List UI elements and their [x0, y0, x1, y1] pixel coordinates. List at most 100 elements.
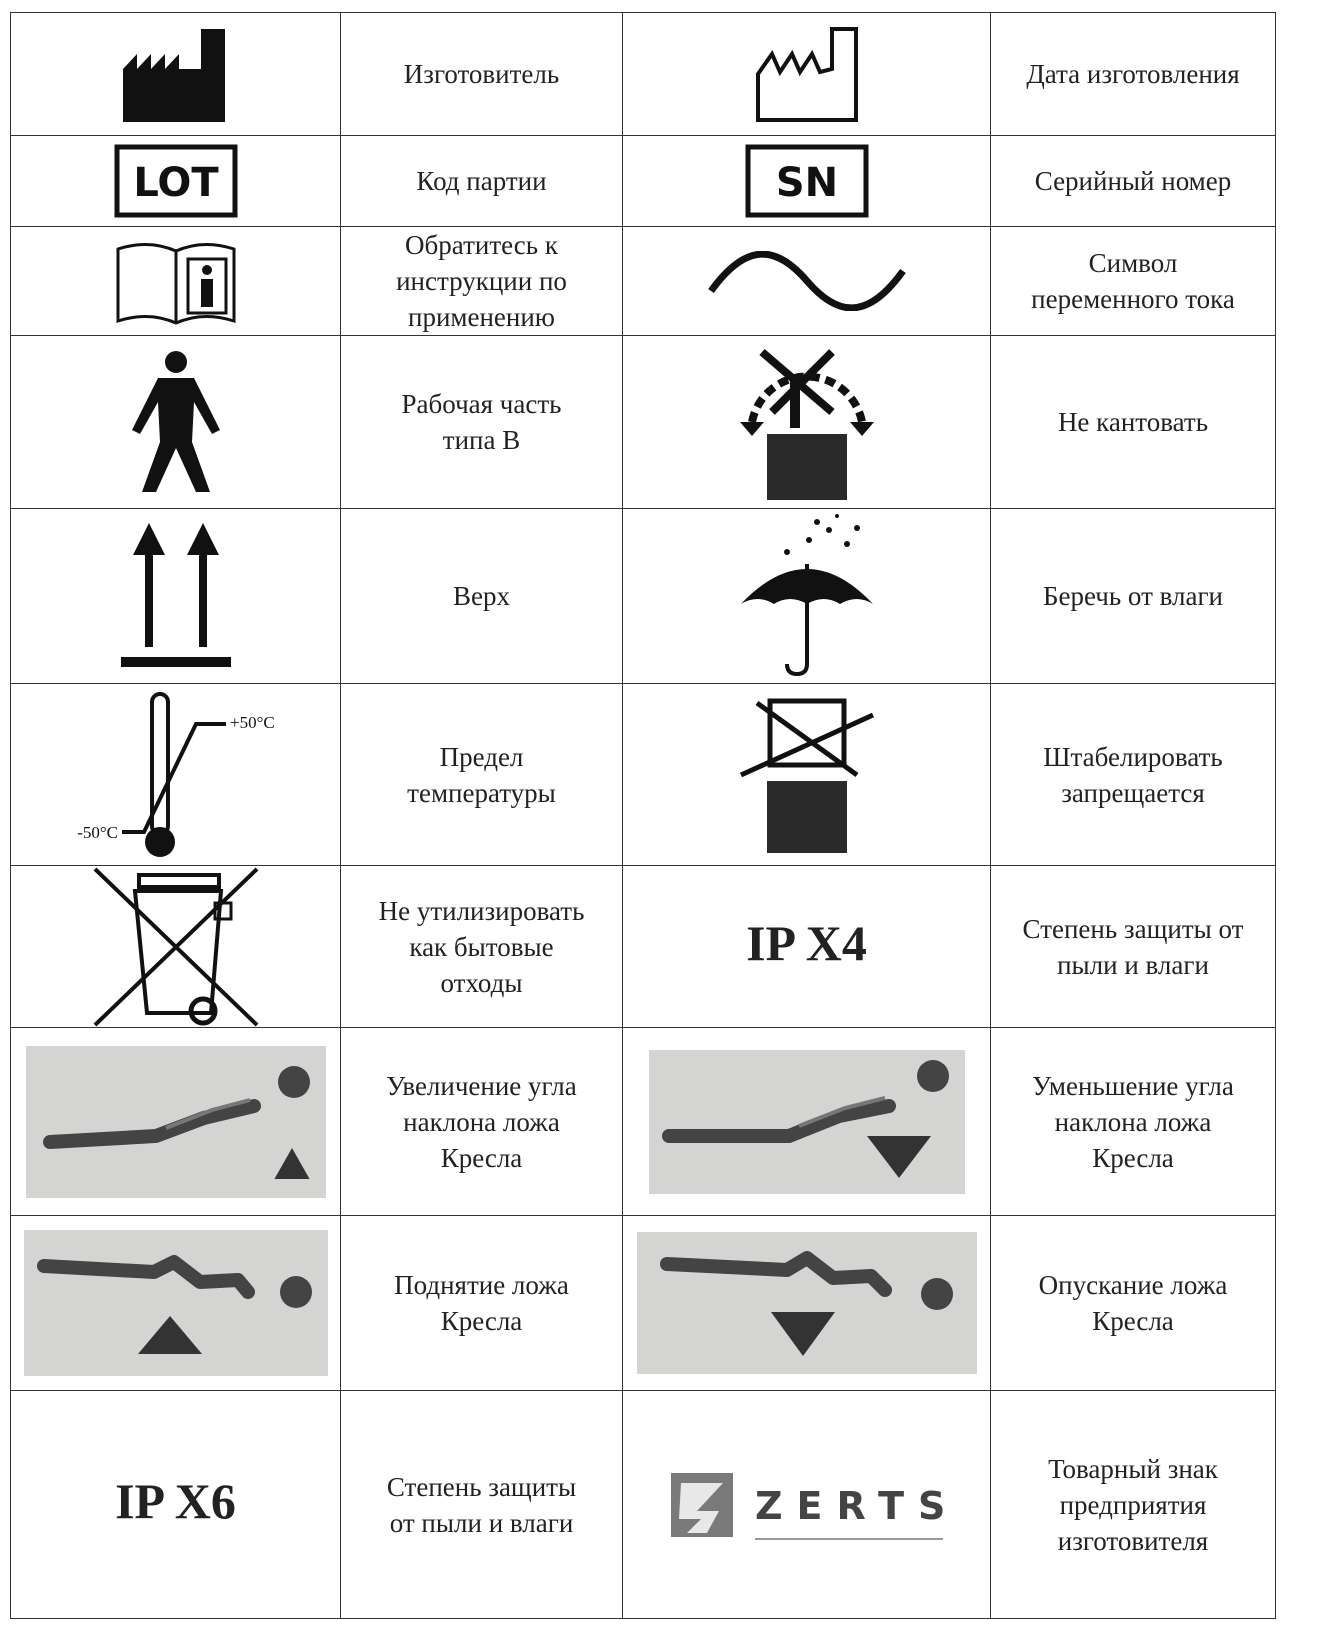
icon-shape: [164, 350, 187, 373]
icon-shape: [866, 1135, 931, 1178]
ip-x4-text: IP X4: [746, 914, 867, 971]
icon-shape: [916, 1059, 949, 1092]
label-line: применению: [408, 302, 555, 332]
label-line: отходы: [440, 967, 523, 998]
icon-cell: [10, 865, 341, 1028]
icon-shape: [784, 563, 809, 676]
lot-icon: LOT: [114, 144, 237, 218]
row: Обратитесь к инструкции по применению Симв…: [10, 226, 1276, 336]
label-cell: Увеличение угла наклона ложа Кресла: [340, 1027, 623, 1216]
label-cell: Уменьшение угла наклона ложа Кресла: [990, 1027, 1276, 1216]
icon-cell: [622, 335, 991, 509]
label-line: Штабелировать: [1043, 741, 1223, 772]
label-cell: Поднятие ложа Кресла: [340, 1215, 623, 1391]
row: LOT Код партии SN Серийный номер: [10, 135, 1276, 227]
label-line: Степень защиты от: [1022, 913, 1244, 944]
icon-shape: [755, 27, 858, 122]
label-line: Увеличение угла: [386, 1070, 577, 1101]
icon-shape: [186, 257, 227, 315]
icon-shape: [279, 1276, 312, 1308]
icon-shape: [789, 380, 800, 428]
icon-shape: [93, 867, 258, 1026]
ac-icon: [707, 251, 906, 311]
label-line: Код партии: [416, 166, 547, 196]
icon-cell: SN: [622, 135, 991, 227]
label-cell: Изготовитель: [340, 12, 623, 136]
manufacture-date-icon: [755, 27, 858, 122]
icon-cell: [10, 1027, 341, 1216]
label-cell: Не утилизировать как бытовые отходы: [340, 865, 623, 1028]
row: +50°C -50°C Предел температуры Штабелирова…: [10, 683, 1276, 866]
label-line: Поднятие ложа: [394, 1270, 569, 1300]
row: Увеличение угла наклона ложа Кресла Уменьш…: [10, 1027, 1276, 1216]
label-line: от пыли и влаги: [389, 1507, 574, 1538]
label-line: наклона ложа: [403, 1106, 560, 1137]
icon-shape: [661, 1098, 896, 1143]
lot-text: LOT: [133, 160, 219, 206]
label-cell: Опускание ложа Кресла: [990, 1215, 1276, 1391]
label-line: Товарный знак: [1048, 1453, 1218, 1484]
icon-cell: [622, 508, 991, 684]
row: Рабочая часть типа В Не кантовать: [10, 335, 1276, 509]
icon-shape: [825, 526, 832, 533]
icon-shape: [277, 1065, 310, 1098]
temp-min-text: -50°C: [77, 823, 118, 842]
label-line: Опускание ложа: [1038, 1270, 1228, 1300]
icon-cell: [10, 508, 341, 684]
this-way-up-icon: [120, 523, 231, 667]
icon-shape: [659, 1251, 892, 1297]
icon-shape: [739, 712, 874, 777]
label-cell: Дата изготовления: [990, 12, 1276, 136]
sn-icon: SN: [745, 144, 868, 218]
icon-shape: [834, 513, 839, 518]
label-line: Кресла: [440, 1306, 523, 1336]
label-line: Обратитесь к: [405, 230, 558, 260]
brand-text: ZERTS: [755, 1484, 947, 1528]
icon-shape: [116, 243, 235, 325]
icon-shape: [767, 698, 846, 767]
label-cell: Обратитесь к инструкции по применению: [340, 226, 623, 336]
icon-cell: [622, 683, 991, 866]
icon-cell: [10, 335, 341, 509]
label-line: Изготовитель: [403, 59, 560, 89]
icon-shape: [783, 513, 860, 555]
icon-shape: [137, 1316, 202, 1354]
icon-cell: IP X4: [622, 865, 991, 1028]
icon-shape: [783, 548, 790, 555]
label-line: пыли и влаги: [1057, 949, 1209, 980]
label-line: Предел: [439, 741, 524, 772]
label-line: как бытовые: [409, 931, 554, 962]
label-cell: Верх: [340, 508, 623, 684]
icon-cell: ZERTS: [622, 1390, 991, 1619]
no-stack-icon: [739, 698, 874, 853]
icon-shape: [188, 996, 217, 1025]
label-cell: Степень защиты от пыли и влаги: [990, 865, 1276, 1028]
label-line: инструкции по: [396, 266, 567, 296]
label-line: температуры: [407, 777, 556, 808]
temperature-icon: +50°C -50°C: [77, 691, 275, 857]
icon-shape: [273, 1147, 310, 1179]
icon-cell: [622, 226, 991, 336]
instructions-icon: [116, 243, 235, 325]
label-line: Символ: [1088, 248, 1178, 278]
label-cell: Предел температуры: [340, 683, 623, 866]
row: Не утилизировать как бытовые отходы IP X4 …: [10, 865, 1276, 1028]
label-line: Кресла: [440, 1142, 523, 1173]
label-line: Не кантовать: [1057, 407, 1209, 437]
row: Изготовитель Дата изготовления: [10, 12, 1276, 136]
icon-shape: [186, 523, 219, 647]
icon-shape: [766, 780, 847, 853]
temp-max-text: +50°C: [230, 713, 275, 732]
icon-shape: [23, 1230, 328, 1376]
label-cell: Беречь от влаги: [990, 508, 1276, 684]
icon-shape: [678, 1482, 723, 1533]
label-line: Кресла: [1092, 1306, 1174, 1336]
icon-shape: [136, 872, 221, 889]
icon-shape: [131, 377, 220, 492]
lower-icon: [636, 1232, 977, 1374]
icon-shape: [132, 888, 223, 1015]
icon-shape: [853, 524, 860, 531]
label-line: Рабочая часть: [401, 389, 562, 419]
weee-icon: [93, 867, 258, 1026]
